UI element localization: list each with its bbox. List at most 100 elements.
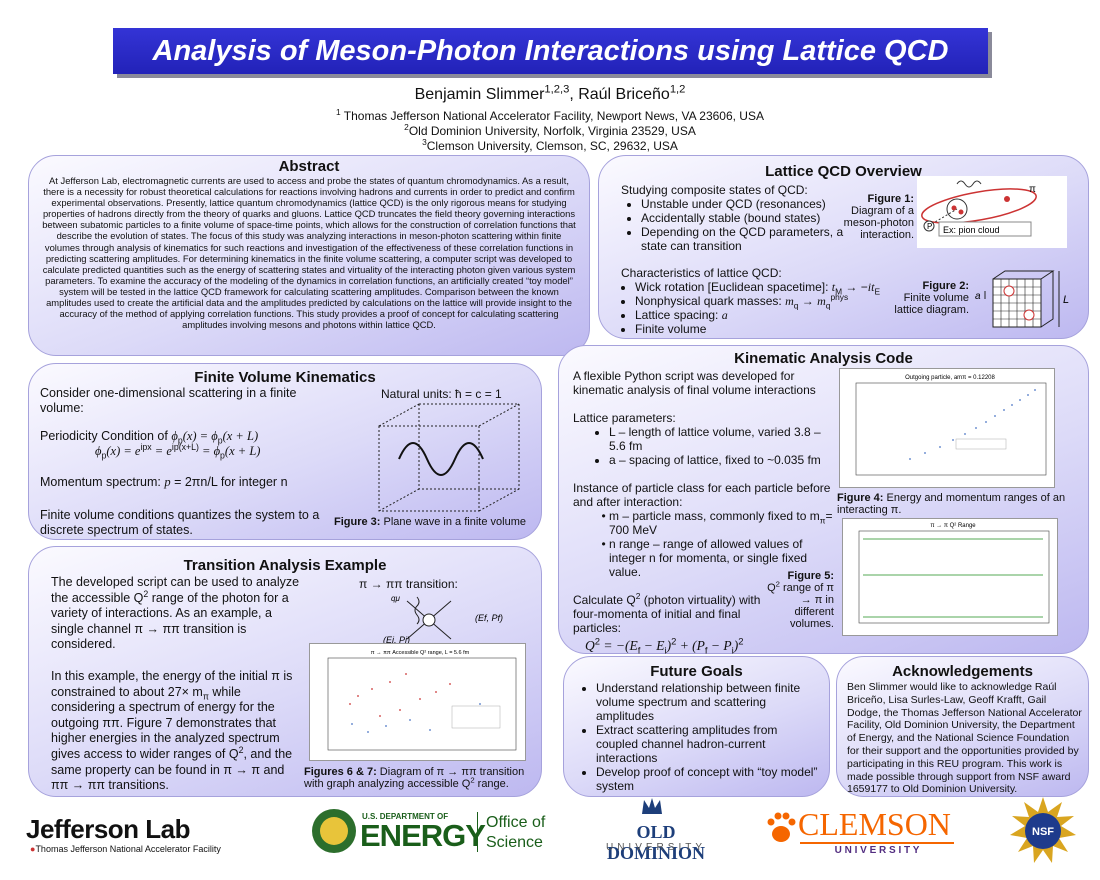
text: Finite volume conditions quantizes the s… [40,508,320,537]
figure-caption: Figure 5: Q2 range of π → π in different… [762,570,834,630]
heading: Kinematic Analysis Code [734,350,913,367]
toe [782,812,790,820]
plot-title: π → π Q² Range [930,523,976,529]
text: The developed script can be used to anal… [51,575,301,653]
text: while considering a spectrum of energy f… [51,684,280,761]
label: L [1063,294,1069,306]
fvk-panel: Finite Volume Kinematics Consider one-di… [28,363,542,540]
label: a [975,291,981,302]
superscript: 2 [635,591,641,601]
odu-name: OLD DOMINION [607,822,705,863]
text: In this example, the energy of the initi… [51,669,301,794]
figure-7: π → ππ Accessible Q² range, L = 5.6 fm [309,643,526,761]
text: The developed script can be used to anal… [51,575,300,605]
toe [774,812,782,820]
plot-title: π → ππ Accessible Q² range, L = 5.6 fm [371,650,470,656]
superscript: 2 [143,588,149,599]
dot: ● [30,844,36,854]
math: − E [640,638,665,653]
text: Periodicity Condition of [40,429,172,443]
heading: Transition Analysis Example [183,557,387,574]
affiliations: 1 Thomas Jefferson National Accelerator … [0,108,1100,154]
ack-panel: Acknowledgements Ben Slimmer would like … [836,656,1089,797]
proton [923,220,935,232]
text: Periodicity Condition of ϕp(x) = ϕp(x + … [40,429,340,445]
label: qμ [391,594,400,603]
units: Natural units: ħ = c = 1 [381,387,502,401]
text: In this example, the energy of the initi… [51,668,293,699]
odu-crown [642,798,662,814]
figure-caption: Figures 6 & 7: Diagram of π → ππ transit… [304,766,536,790]
text: Thomas Jefferson National Accelerator Fa… [35,844,221,854]
transition-text: The developed script can be used to anal… [51,575,301,794]
doe-name: ENERGY [360,818,486,853]
math: ϕ [171,429,178,443]
subscript: p [101,450,107,461]
superscript: 1,2,3 [544,83,570,96]
lattice-3d [992,270,1055,328]
lattice-grid [993,279,1041,327]
math: (x) = ϕ [182,429,218,443]
math: ) [666,638,672,653]
goals-panel: Future Goals Understand relationship bet… [563,656,830,797]
figure-label: Figure 1: [867,193,914,205]
label: (Ef, Pf) [475,613,503,623]
heading: Lattice QCD Overview [765,163,922,180]
superscript: 2 [671,636,677,648]
office-of-science: Office of Science [486,813,545,853]
bullet: Develop proof of concept with “toy model… [596,765,818,793]
subscript: π [819,515,826,526]
heading: Abstract [278,158,340,175]
superscript: ipx [140,441,152,452]
axes [855,382,1047,476]
bullet-list: Wick rotation [Euclidean spacetime]: tM … [621,280,895,336]
caption: Diagram of π → ππ transition with graph … [304,766,524,790]
diagram-title: π → ππ transition: [359,577,458,591]
math: = ϕ [198,444,221,458]
math: (x) = e [106,444,141,458]
figure-1: P π Ex: pion cloud [917,176,1067,248]
text: range. [474,778,509,790]
text: → [798,294,818,308]
nsf-globe [1025,813,1061,849]
math: ) [733,638,739,653]
text: Finite volume [635,322,707,336]
caption: Finite volume lattice diagram. [894,292,969,316]
equation: ϕp(x) = eipx = eip(x+L) = ϕp(x + L) [95,441,340,461]
title: Analysis of Meson-Photon Interactions us… [113,28,988,74]
quark [958,209,964,215]
clemson-subtitle: U N I V E R S I T Y [800,842,954,856]
math: = −(E [600,638,638,653]
heading: Future Goals [650,663,743,680]
plane-wave [398,442,484,476]
jlab-logo: Jefferson Lab [26,814,191,844]
text: Instance of particle class for each part… [573,481,831,509]
bullet: Unstable under QCD (resonances) [641,197,856,211]
photon [956,180,982,188]
affiliation: 1 Thomas Jefferson National Accelerator … [0,108,1100,124]
label: Ex: pion cloud [943,225,1000,235]
heading: Acknowledgements [892,663,1033,680]
text: = 2πn/L [170,475,218,489]
text: n range – range of allowed values of int… [609,537,808,579]
clemson-name: CLEMSON [798,806,951,842]
bullet: Wick rotation [Euclidean spacetime]: tM … [635,280,895,296]
abstract-text: At Jefferson Lab, electromagnetic curren… [42,175,576,331]
label-box [938,221,1032,237]
text: → − [842,280,868,294]
text: Benjamin Slimmer [414,86,545,103]
superscript: 3 [422,137,427,147]
subscript: π [202,691,209,702]
bullet: Depending on the QCD parameters, a state… [641,225,856,253]
quark [1004,196,1010,202]
bullet: Finite volume [635,322,895,336]
text: for integer n [217,475,288,489]
text: range of π → π in different volumes. [779,582,834,630]
bullet: L – length of lattice volume, varied 3.8… [609,425,833,453]
bullet: n range – range of allowed values of int… [609,537,833,579]
legend-box [451,705,501,729]
pion-cloud [921,188,1037,224]
label: (Ei, Pi) [383,635,410,645]
text: Science [486,834,543,851]
